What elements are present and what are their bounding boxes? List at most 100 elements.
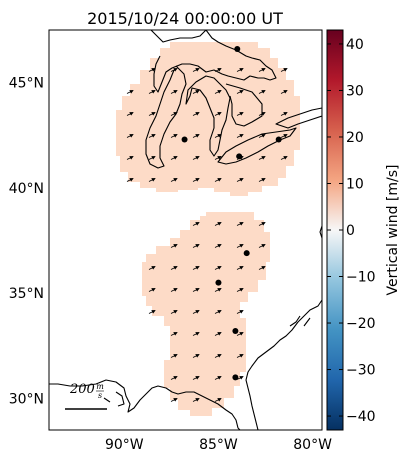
- wind-arrow: [170, 112, 178, 116]
- lon-label-90w: 90°W: [105, 437, 144, 453]
- wind-arrow: [280, 134, 288, 138]
- wind-arrow: [214, 354, 222, 358]
- wind-arrow: [192, 222, 200, 226]
- colorbar-tick-label: −20: [346, 316, 376, 332]
- wind-arrow: [170, 90, 178, 94]
- wind-arrow: [214, 332, 222, 336]
- lake-huron-outline: [185, 75, 231, 157]
- wind-arrow: [258, 266, 266, 270]
- wind-arrow: [236, 112, 244, 116]
- wind-arrow: [192, 156, 200, 160]
- colorbar-tick-label: −40: [346, 409, 376, 425]
- wind-arrow: [258, 68, 266, 72]
- gulf-coastline: [49, 379, 241, 430]
- wind-arrow: [214, 244, 222, 248]
- wind-arrow: [192, 398, 200, 402]
- wind-arrow: [214, 222, 222, 226]
- wind-arrow: [148, 112, 156, 116]
- wind-arrow: [126, 134, 134, 138]
- wind-arrow: [236, 332, 244, 336]
- wind-arrow: [192, 354, 200, 358]
- east-coastline: [319, 225, 322, 239]
- station-marker: [215, 279, 222, 286]
- scale-bar: 200 m s: [65, 382, 107, 410]
- station-marker: [234, 45, 241, 52]
- wind-arrow: [214, 376, 222, 380]
- wind-arrow: [170, 156, 178, 160]
- wind-arrow: [214, 310, 222, 314]
- wind-arrow: [280, 112, 288, 116]
- map-frame: [48, 29, 323, 431]
- lon-label-85w: 85°W: [199, 437, 238, 453]
- wind-arrow: [192, 310, 200, 314]
- lake-michigan-outline: [145, 65, 187, 169]
- wind-arrow: [236, 376, 244, 380]
- wind-arrow: [236, 244, 244, 248]
- wind-arrow: [192, 134, 200, 138]
- wind-arrow: [192, 178, 200, 182]
- colorbar-label: Vertical wind [m/s]: [385, 165, 401, 296]
- wind-arrow: [170, 266, 178, 270]
- colorbar-tick-label: 10: [346, 176, 364, 192]
- wind-arrow: [170, 288, 178, 292]
- wind-arrow: [148, 178, 156, 182]
- lake-superior-outline: [150, 30, 277, 93]
- station-marker: [236, 153, 243, 160]
- colorbar-tick-label: 0: [346, 223, 355, 239]
- wind-arrow: [192, 266, 200, 270]
- wind-arrow: [214, 68, 222, 72]
- wind-arrow: [214, 134, 222, 138]
- stations: [181, 45, 282, 381]
- wind-arrow: [126, 112, 134, 116]
- scale-bar-unit-denominator: s: [98, 391, 102, 400]
- scale-bar-value: 200: [69, 382, 95, 397]
- wind-arrow: [170, 398, 178, 402]
- wind-arrow: [126, 178, 134, 182]
- wind-arrow: [214, 398, 222, 402]
- wind-arrow: [258, 222, 266, 226]
- wind-arrow: [192, 68, 200, 72]
- wind-arrow: [148, 310, 156, 314]
- wind-arrow: [170, 376, 178, 380]
- wind-arrow: [192, 288, 200, 292]
- wind-arrow: [258, 156, 266, 160]
- lat-label-30: 30°N: [9, 391, 44, 407]
- wind-arrow: [170, 134, 178, 138]
- wind-arrow: [214, 112, 222, 116]
- wind-arrow: [258, 112, 266, 116]
- wind-arrow: [280, 156, 288, 160]
- lon-labels: 90°W 85°W 80°W: [105, 437, 332, 453]
- wind-arrow: [236, 68, 244, 72]
- wind-arrow: [170, 178, 178, 182]
- wind-arrow: [192, 332, 200, 336]
- wind-arrow: [170, 68, 178, 72]
- lake-erie-outline: [217, 127, 297, 165]
- wind-arrow: [192, 376, 200, 380]
- coastlines: [49, 30, 322, 430]
- lon-label-80w: 80°W: [293, 437, 332, 453]
- colorbar-tick-label: 20: [346, 130, 364, 146]
- colorbar-tick-label: 40: [346, 37, 364, 53]
- map-title: 2015/10/24 00:00:00 UT: [87, 9, 283, 28]
- wind-arrow: [214, 156, 222, 160]
- wind-arrow: [148, 266, 156, 270]
- wind-arrow: [236, 288, 244, 292]
- wind-arrow: [170, 354, 178, 358]
- wind-arrow: [236, 178, 244, 182]
- wind-vectors: [126, 68, 288, 402]
- wind-arrow: [148, 68, 156, 72]
- lat-labels: 45°N 40°N 35°N 30°N: [9, 76, 44, 408]
- wind-arrow: [236, 90, 244, 94]
- lat-label-35: 35°N: [9, 286, 44, 302]
- lat-label-40: 40°N: [9, 181, 44, 197]
- wind-arrow: [214, 90, 222, 94]
- wind-arrow: [148, 288, 156, 292]
- wind-arrow: [214, 178, 222, 182]
- station-marker: [181, 136, 188, 143]
- wind-arrow: [148, 156, 156, 160]
- wind-arrow: [148, 90, 156, 94]
- wind-arrow: [126, 156, 134, 160]
- colorbar-tick-label: −10: [346, 270, 376, 286]
- wind-arrow: [258, 134, 266, 138]
